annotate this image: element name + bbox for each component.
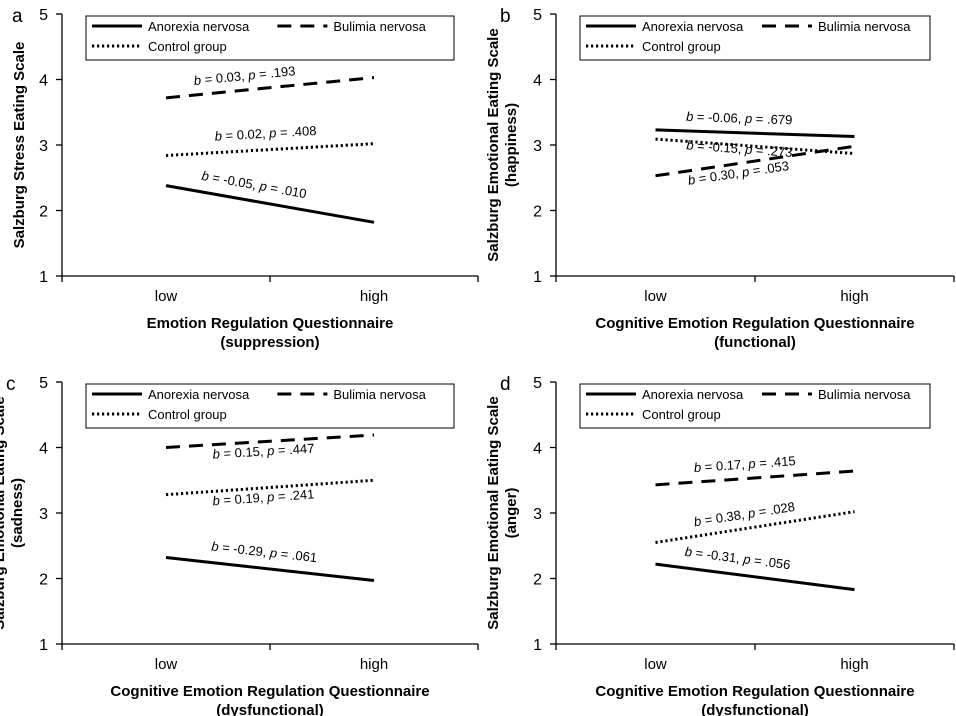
legend-label-control-group: Control group (642, 407, 721, 422)
y-tick-label: 4 (39, 441, 48, 458)
x-tick-label: high (360, 656, 388, 673)
legend-label-bulimia-nervosa: Bulimia nervosa (333, 19, 426, 34)
legend-box (85, 383, 455, 429)
legend-label-anorexia-nervosa: Anorexia nervosa (642, 19, 744, 34)
annotation-control-group: b = -0.15, p = .273 (686, 137, 793, 160)
annotation-anorexia-nervosa: b = -0.05, p = .010 (201, 168, 308, 201)
annotation-bulimia-nervosa: b = 0.30, p = .053 (687, 158, 790, 188)
y-axis-title: Salzburg Emotional Eating Scale (0, 396, 8, 629)
y-tick-label: 5 (39, 375, 48, 392)
y-tick-label: 5 (39, 7, 48, 24)
chart-panel-c: c 1 2 3 4 5 low high Cognitive Emotion Regulatio… (0, 374, 479, 716)
annotation-anorexia-nervosa: b = -0.29, p = .061 (211, 539, 318, 566)
y-tick-label: 3 (39, 506, 48, 523)
chart-panel-b: b 1 2 3 4 5 low high Cognitive Emotion Regulatio… (485, 6, 955, 351)
series-line-anorexia-nervosa (165, 556, 375, 582)
series-line-control-group (165, 142, 375, 157)
y-tick-label: 1 (533, 269, 542, 286)
x-axis-title: (suppression) (220, 334, 319, 351)
chart-panel-d: d 1 2 3 4 5 low high Cognitive Emotion Regulatio… (485, 374, 955, 716)
legend-label-control-group: Control group (148, 407, 227, 422)
annotation-bulimia-nervosa: b = 0.15, p = .447 (212, 441, 315, 462)
y-tick-label: 2 (39, 572, 48, 589)
y-tick-label: 2 (533, 572, 542, 589)
series-line-bulimia-nervosa (165, 433, 375, 449)
y-tick-label: 2 (39, 204, 48, 221)
y-axis-title: Salzburg Emotional Eating Scale (485, 28, 502, 261)
annotation-anorexia-nervosa: b = -0.06, p = .679 (686, 109, 793, 127)
x-axis-title: Emotion Regulation Questionnaire (147, 315, 394, 332)
panel-letter: d (500, 374, 511, 395)
y-tick-label: 4 (533, 73, 542, 90)
y-tick-label: 1 (39, 269, 48, 286)
panel-letter: b (500, 6, 511, 27)
legend-label-anorexia-nervosa: Anorexia nervosa (642, 387, 744, 402)
annotation-bulimia-nervosa: b = 0.17, p = .415 (693, 453, 796, 475)
annotation-control-group: b = 0.02, p = .408 (214, 123, 317, 144)
y-tick-label: 4 (39, 73, 48, 90)
panel-letter: c (6, 374, 16, 395)
y-tick-label: 5 (533, 7, 542, 24)
legend-label-control-group: Control group (148, 39, 227, 54)
chart-panel-a: a 1 2 3 4 5 low high Emotion Regulation Question… (11, 6, 479, 351)
y-axis-title: (happiness) (503, 103, 520, 187)
x-axis-title: (functional) (714, 334, 796, 351)
y-tick-label: 3 (533, 506, 542, 523)
x-axis-title: Cognitive Emotion Regulation Questionnai… (595, 683, 914, 700)
y-tick-label: 1 (533, 637, 542, 654)
annotation-bulimia-nervosa: b = 0.03, p = .193 (193, 63, 296, 88)
x-axis-title: Cognitive Emotion Regulation Questionnai… (110, 683, 429, 700)
series-line-bulimia-nervosa (165, 76, 375, 100)
annotation-anorexia-nervosa: b = -0.31, p = .056 (684, 544, 791, 572)
legend-label-bulimia-nervosa: Bulimia nervosa (333, 387, 426, 402)
y-tick-label: 3 (533, 138, 542, 155)
x-axis-title: (dysfunctional) (216, 702, 324, 716)
y-tick-label: 3 (39, 138, 48, 155)
annotation-control-group: b = 0.38, p = .028 (693, 499, 796, 529)
series-line-control-group (655, 510, 855, 544)
legend-box (85, 15, 455, 61)
series-line-anorexia-nervosa (165, 184, 375, 224)
series-line-anorexia-nervosa (655, 128, 855, 138)
y-tick-label: 5 (533, 375, 542, 392)
y-tick-label: 1 (39, 637, 48, 654)
y-tick-label: 4 (533, 441, 542, 458)
legend-box (579, 15, 931, 61)
y-axis-title: Salzburg Stress Eating Scale (11, 42, 28, 249)
y-axis-title: (anger) (503, 488, 520, 539)
x-axis-title: (dysfunctional) (701, 702, 809, 716)
legend-label-bulimia-nervosa: Bulimia nervosa (818, 387, 911, 402)
legend-label-anorexia-nervosa: Anorexia nervosa (148, 19, 250, 34)
series-line-anorexia-nervosa (655, 562, 855, 592)
x-axis-title: Cognitive Emotion Regulation Questionnai… (595, 315, 914, 332)
legend-label-bulimia-nervosa: Bulimia nervosa (818, 19, 911, 34)
y-tick-label: 2 (533, 204, 542, 221)
x-tick-label: low (644, 288, 667, 305)
x-tick-label: low (155, 656, 178, 673)
y-axis-title: Salzburg Emotional Eating Scale (485, 396, 502, 629)
series-line-bulimia-nervosa (655, 469, 855, 487)
x-tick-label: high (840, 288, 868, 305)
x-tick-label: low (644, 656, 667, 673)
x-tick-label: high (840, 656, 868, 673)
legend-label-anorexia-nervosa: Anorexia nervosa (148, 387, 250, 402)
legend-box (579, 383, 931, 429)
y-axis-title: (sadness) (9, 478, 26, 548)
annotation-control-group: b = 0.19, p = .241 (212, 486, 315, 508)
series-line-control-group (655, 137, 855, 156)
panel-letter: a (12, 6, 23, 27)
x-tick-label: high (360, 288, 388, 305)
x-tick-label: low (155, 288, 178, 305)
legend-label-control-group: Control group (642, 39, 721, 54)
